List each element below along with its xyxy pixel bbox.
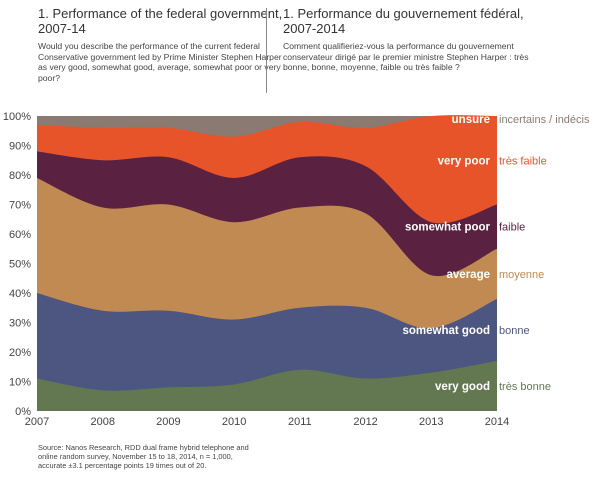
y-tick-label: 70% bbox=[9, 200, 31, 212]
series-label-en: somewhat poor bbox=[405, 222, 491, 234]
x-tick-label: 2013 bbox=[419, 416, 443, 428]
header-french: 1. Performance du gouvernement fédéral, … bbox=[283, 6, 533, 73]
y-tick-label: 40% bbox=[9, 288, 31, 300]
x-tick-label: 2009 bbox=[156, 416, 180, 428]
stacked-area-chart: 0% 10% 20% 30% 40% 50% 60% 70% 80% 90% 100% 2007 200… bbox=[3, 111, 590, 428]
y-tick-label: 100% bbox=[3, 111, 31, 123]
series-label-fr: moyenne bbox=[499, 269, 544, 281]
y-tick-label: 80% bbox=[9, 170, 31, 182]
y-tick-label: 90% bbox=[9, 141, 31, 153]
header-english: 1. Performance of the federal government… bbox=[38, 6, 283, 83]
series-label-en: unsure bbox=[452, 114, 490, 126]
x-tick-label: 2014 bbox=[485, 416, 509, 428]
y-tick-label: 0% bbox=[15, 406, 31, 418]
series-label-fr: très bonne bbox=[499, 381, 551, 393]
series-label-fr: faible bbox=[499, 222, 525, 234]
x-tick-label: 2007 bbox=[25, 416, 49, 428]
x-tick-label: 2010 bbox=[222, 416, 246, 428]
area-very-good bbox=[37, 360, 497, 411]
question-english: Would you describe the performance of th… bbox=[38, 41, 282, 83]
y-tick-label: 30% bbox=[9, 318, 31, 330]
y-tick-label: 20% bbox=[9, 347, 31, 359]
series-label-en: somewhat good bbox=[402, 325, 490, 337]
series-label-fr: très faible bbox=[499, 155, 547, 167]
title-french: 1. Performance du gouvernement fédéral, … bbox=[283, 6, 524, 36]
y-tick-label: 50% bbox=[9, 259, 31, 271]
series-label-en: average bbox=[447, 269, 490, 281]
x-tick-label: 2012 bbox=[353, 416, 377, 428]
source-note: Source: Nanos Research, RDD dual frame h… bbox=[38, 443, 249, 471]
series-label-en: very poor bbox=[438, 155, 491, 167]
y-tick-label: 10% bbox=[9, 377, 31, 389]
question-french: Comment qualifieriez-vous la performance… bbox=[283, 41, 529, 73]
title-english: 1. Performance of the federal government… bbox=[38, 6, 283, 36]
series-label-fr: bonne bbox=[499, 325, 530, 337]
series-label-fr: incertains / indécis bbox=[499, 114, 590, 126]
x-tick-label: 2011 bbox=[288, 416, 312, 428]
y-tick-label: 60% bbox=[9, 229, 31, 241]
series-label-en: very good bbox=[435, 381, 490, 393]
x-tick-label: 2008 bbox=[90, 416, 114, 428]
header-divider bbox=[266, 8, 267, 93]
